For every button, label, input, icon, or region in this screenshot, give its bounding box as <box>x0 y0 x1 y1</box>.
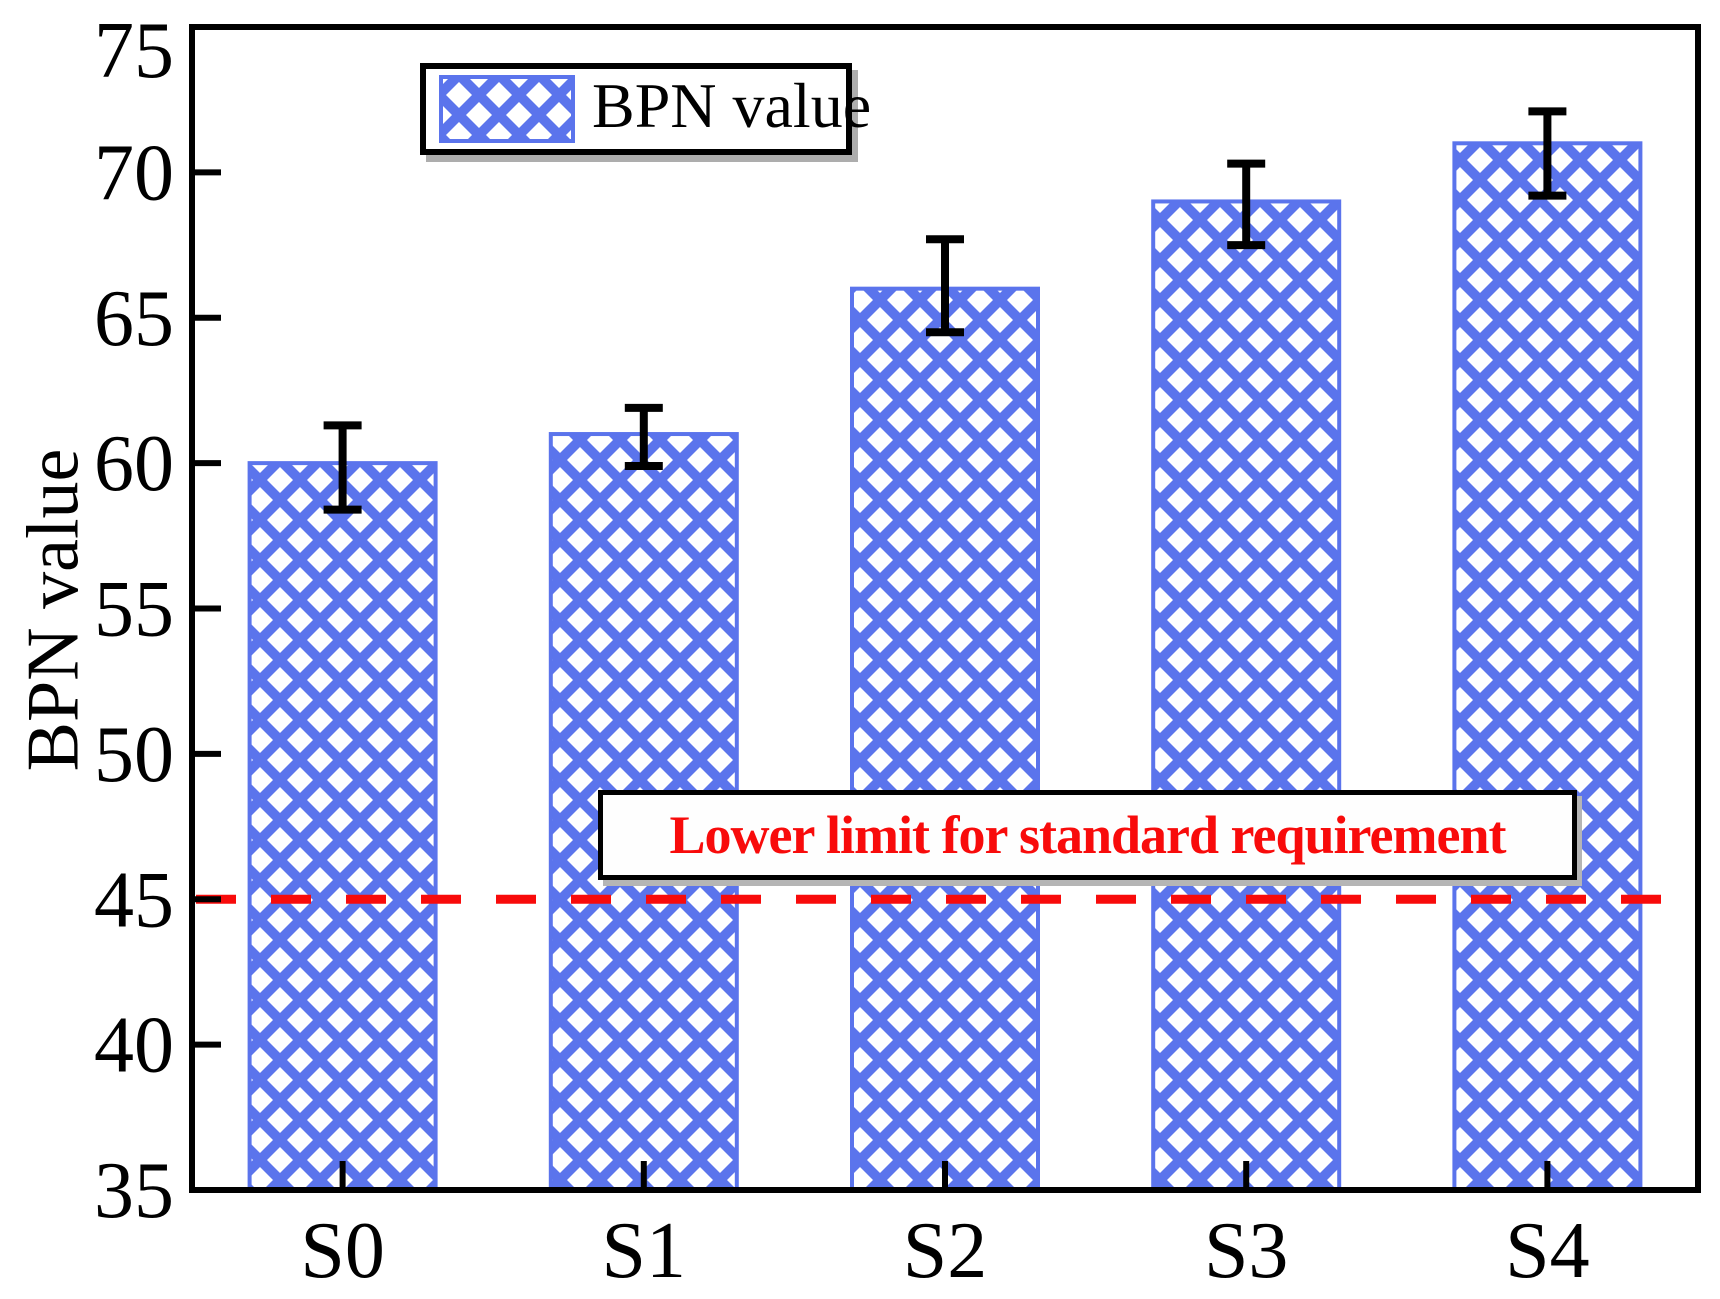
bar-S0 <box>247 461 438 1192</box>
bar-S2 <box>850 286 1040 1192</box>
legend-hatch-swatch-icon <box>439 75 575 143</box>
error-bars-group <box>323 107 1567 514</box>
error-bar-S3 <box>1227 159 1266 250</box>
axes-frame <box>189 24 1701 1193</box>
legend: BPN value <box>420 63 871 155</box>
y-tick-label-65: 65 <box>94 275 174 363</box>
x-tick-label-S4: S4 <box>1505 1207 1590 1295</box>
y-tick-label-40: 40 <box>94 1002 174 1090</box>
y-tick-label-60: 60 <box>94 420 174 508</box>
y-tick-label-45: 45 <box>94 856 174 944</box>
x-tick-label-S2: S2 <box>903 1207 988 1295</box>
error-bar-S1 <box>624 403 663 471</box>
y-tick-label-35: 35 <box>94 1147 174 1235</box>
bar-S3 <box>1151 199 1342 1192</box>
y-tick-label-50: 50 <box>94 711 174 799</box>
axes-group: 35 40 45 50 55 60 65 70 75 S0 S1 S2 S3 S4 <box>94 7 1701 1295</box>
bar-S4 <box>1452 141 1643 1192</box>
y-axis-label: BPN value <box>12 448 95 772</box>
y-tick-label-55: 55 <box>94 566 174 654</box>
y-tick-label-75: 75 <box>94 7 174 95</box>
x-tick-label-S3: S3 <box>1204 1207 1289 1295</box>
error-bar-S2 <box>926 235 964 337</box>
legend-label: BPN value <box>592 70 872 141</box>
reference-line-annotation: Lower limit for standard requirement <box>598 790 1577 880</box>
x-tick-label-S0: S0 <box>300 1207 385 1295</box>
y-tick-label-70: 70 <box>94 129 174 217</box>
error-bar-S4 <box>1528 107 1567 200</box>
error-bar-S0 <box>323 421 362 514</box>
x-tick-label-S1: S1 <box>602 1207 687 1295</box>
